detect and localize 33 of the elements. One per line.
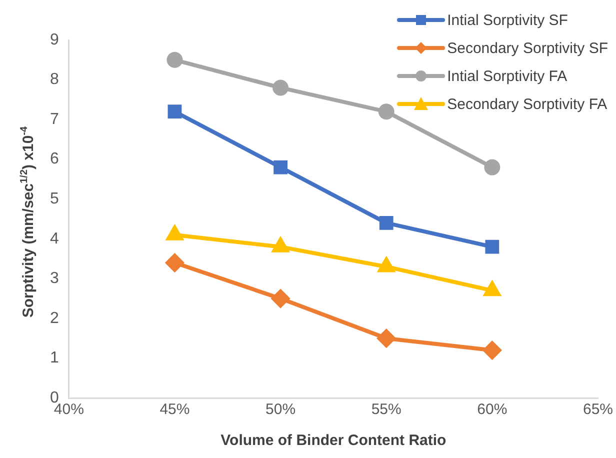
- y-tick-label: 1: [50, 350, 59, 367]
- point: [166, 52, 183, 68]
- x-tick-label: 45%: [160, 401, 190, 418]
- legend-label: Secondary Sorptivity SF: [447, 40, 608, 56]
- point: [378, 104, 394, 120]
- y-tick-label: 5: [50, 190, 59, 208]
- y-tick-label: 2: [50, 310, 59, 327]
- legend-label: Intial Sorptivity SF: [447, 12, 568, 28]
- x-tick-label: 60%: [477, 401, 508, 418]
- legend-label: Secondary Sorptivity FA: [447, 96, 608, 112]
- point: [168, 104, 182, 119]
- x-tick-label: 50%: [266, 401, 296, 418]
- point: [272, 290, 290, 308]
- legend-label: Intial Sorptivity FA: [447, 68, 568, 84]
- x-tick-label: 40%: [54, 401, 84, 418]
- y-tick-label: 8: [50, 71, 59, 88]
- x-tick-label: 55%: [371, 401, 402, 418]
- y-tick-label: 3: [50, 270, 59, 288]
- x-axis-title: Volume of Binder Content Ratio: [220, 432, 446, 450]
- point: [377, 329, 396, 348]
- point: [272, 80, 289, 96]
- y-tick-label: 6: [50, 150, 59, 168]
- point: [166, 254, 184, 272]
- x-tick-label: 65%: [582, 401, 614, 418]
- y-tick-label: 7: [50, 110, 59, 128]
- y-tick-label: 9: [50, 31, 59, 48]
- y-tick-label: 4: [50, 230, 59, 248]
- point: [484, 282, 500, 296]
- point: [484, 159, 500, 176]
- point: [485, 240, 500, 254]
- point: [483, 341, 502, 360]
- point: [379, 216, 394, 230]
- point: [274, 160, 288, 174]
